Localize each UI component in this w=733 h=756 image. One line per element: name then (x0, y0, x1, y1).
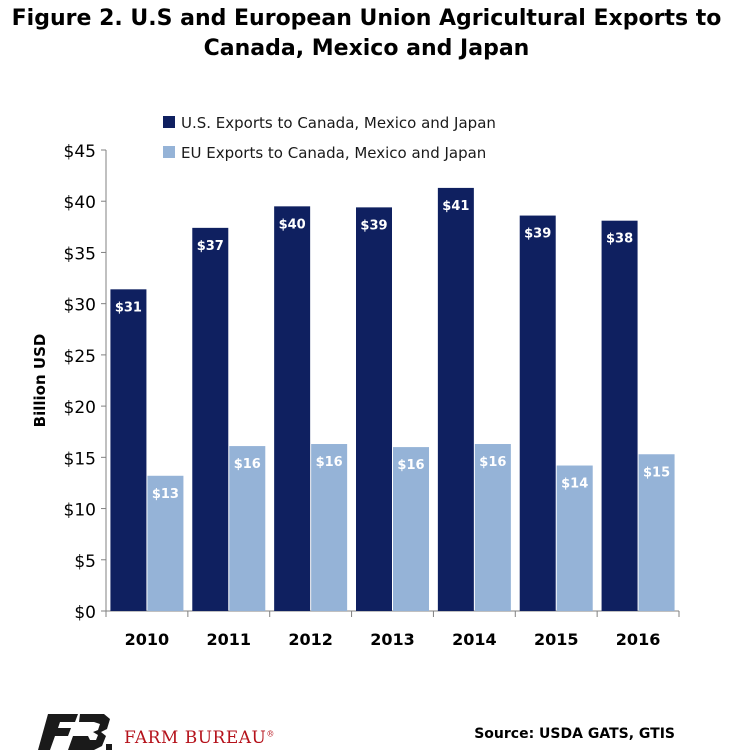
us-bar-label: $31 (115, 300, 142, 315)
x-tick-label: 2011 (207, 630, 252, 649)
farm-bureau-logo-icon (38, 712, 118, 752)
y-tick-label: $30 (64, 296, 96, 316)
us-bar (601, 220, 638, 612)
y-axis-title: Billion USD (31, 334, 49, 428)
us-bar (274, 206, 311, 611)
chart-title-line-1: Figure 2. U.S and European Union Agricul… (11, 6, 722, 31)
y-tick-label: $25 (64, 347, 96, 367)
us-bar-label: $37 (197, 239, 224, 254)
y-tick-label: $15 (64, 449, 96, 469)
eu-bar (474, 444, 511, 611)
eu-bar-label: $13 (152, 487, 179, 502)
chart-title-line-2: Canada, Mexico and Japan (203, 36, 530, 61)
us-bar (356, 207, 392, 611)
x-tick-label: 2012 (288, 630, 333, 649)
source-note: Source: USDA GATS, GTIS (474, 726, 675, 742)
y-axis: $0 $5 $10 $15 $20 $25 $30 $35 $40 $45 Billion USD (31, 142, 107, 623)
eu-bar (556, 465, 593, 611)
us-bar-label: $39 (360, 218, 387, 233)
x-tick-label: 2013 (370, 630, 415, 649)
registered-mark: ® (266, 729, 275, 739)
eu-bar-label: $14 (561, 477, 588, 492)
x-tick-label: 2015 (534, 630, 579, 649)
us-bar-label: $41 (442, 199, 469, 214)
us-bar (192, 227, 229, 611)
us-bar (110, 289, 147, 611)
brand-name-text: FARM BUREAU (124, 728, 267, 748)
y-tick-label: $45 (64, 142, 96, 162)
us-bar-label: $39 (524, 227, 551, 242)
y-tick-label: $40 (64, 193, 96, 213)
eu-bar (393, 447, 429, 611)
eu-bar-label: $16 (479, 455, 506, 470)
us-bar-label: $38 (606, 232, 633, 247)
y-tick-label: $20 (64, 398, 96, 418)
eu-bar (229, 446, 266, 611)
us-bar-label: $40 (279, 217, 306, 232)
bars: $31 $13 $37 $16 $40 $16 $39 $16 $41 $16 $39 $14 $38 $… (110, 187, 675, 612)
legend-swatch-2 (163, 146, 175, 158)
us-bar (519, 215, 556, 611)
us-bar (437, 187, 474, 611)
eu-bar (638, 454, 675, 611)
y-tick-label: $35 (64, 244, 96, 264)
legend: U.S. Exports to Canada, Mexico and Japan… (163, 114, 496, 162)
x-tick-label: 2014 (452, 630, 497, 649)
eu-bar-label: $16 (397, 458, 424, 473)
y-tick-label: $0 (74, 603, 96, 623)
legend-label-1: U.S. Exports to Canada, Mexico and Japan (181, 114, 496, 132)
y-tick-label: $10 (64, 501, 96, 521)
x-axis: 2010 2011 2012 2013 2014 2015 2016 (105, 610, 680, 649)
x-tick-label: 2010 (125, 630, 170, 649)
eu-bar-label: $16 (316, 455, 343, 470)
brand-name: FARM BUREAU® (124, 728, 275, 748)
legend-label-2: EU Exports to Canada, Mexico and Japan (181, 144, 486, 162)
eu-bar (311, 444, 348, 611)
y-tick-label: $5 (74, 552, 96, 572)
eu-bar-label: $16 (234, 457, 261, 472)
eu-bar-label: $15 (643, 465, 670, 480)
chart-title: Figure 2. U.S and European Union Agricul… (0, 4, 733, 64)
eu-bar (147, 475, 184, 611)
legend-swatch-1 (163, 116, 175, 128)
x-tick-label: 2016 (616, 630, 661, 649)
